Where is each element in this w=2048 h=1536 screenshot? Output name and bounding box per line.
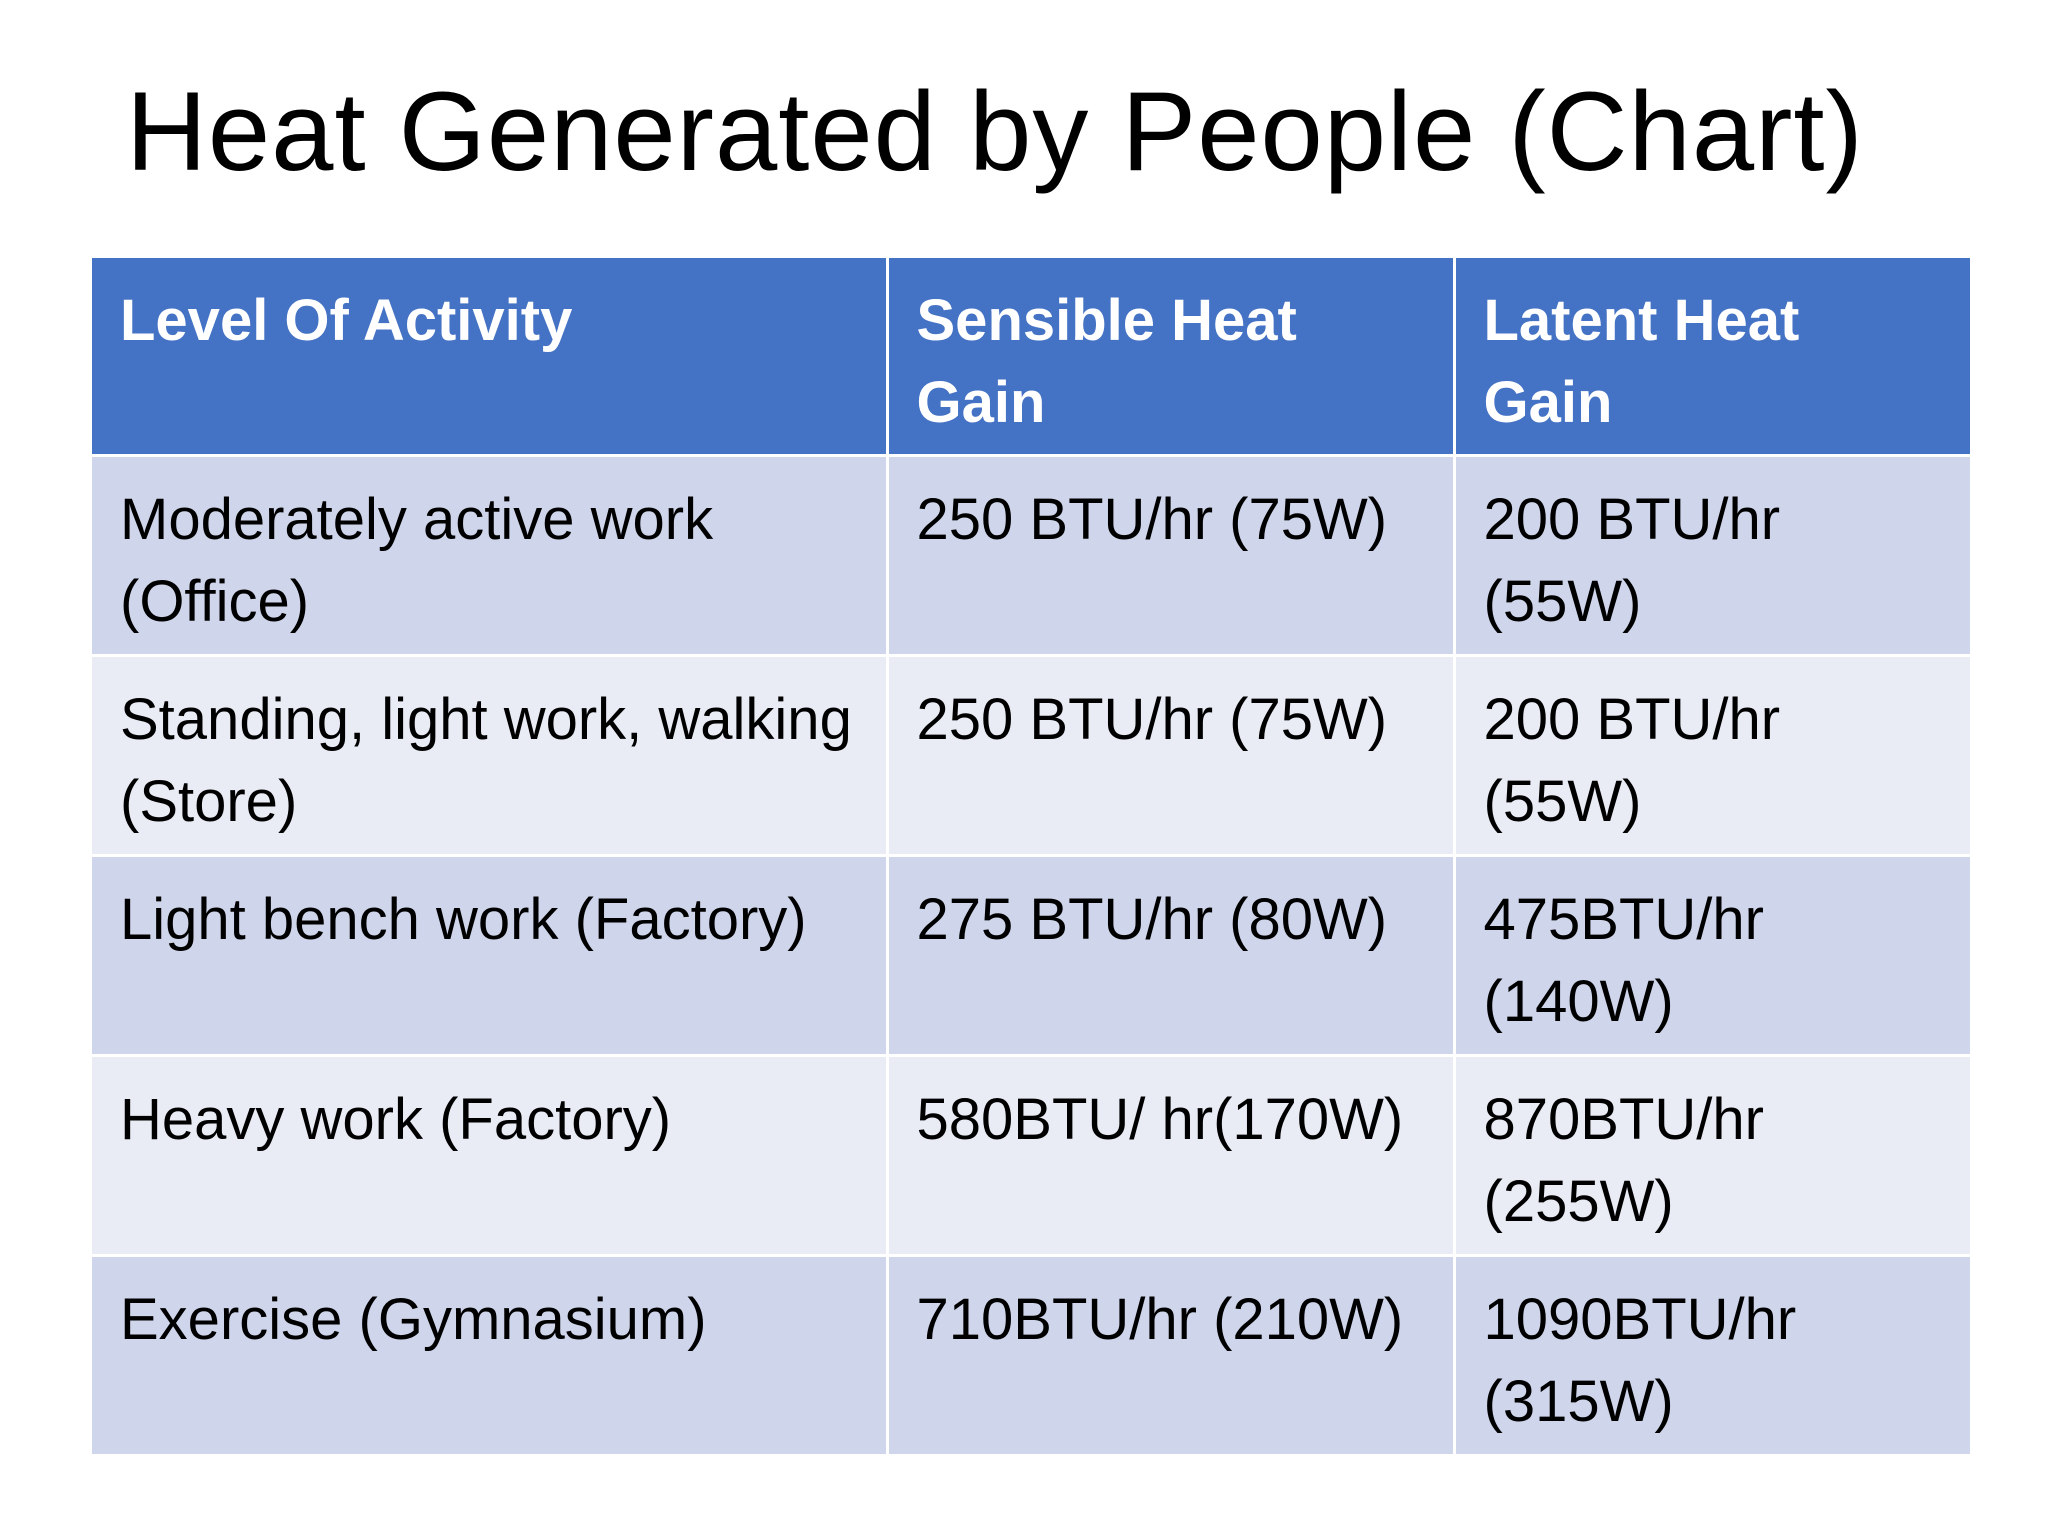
sensible-heat-cell: 250 BTU/hr (75W) [887,655,1456,857]
table-row: Heavy work (Factory) 580BTU/ hr(170W) 87… [92,1055,1970,1257]
slide-title: Heat Generated by People (Chart) [126,69,1864,194]
sensible-heat-cell: 250 BTU/hr (75W) [887,455,1456,657]
activity-cell: Heavy work (Factory) [92,1055,889,1257]
activity-cell: Standing, light work, walking (Store) [92,655,889,857]
table-row: Standing, light work, walking (Store) 25… [92,655,1970,857]
activity-cell: Light bench work (Factory) [92,855,889,1057]
heat-gain-table: Level Of Activity Sensible Heat Gain Lat… [92,258,1970,1457]
latent-heat-cell: 200 BTU/hr (55W) [1454,455,1970,657]
table-header-row: Level Of Activity Sensible Heat Gain Lat… [92,258,1970,457]
activity-cell: Moderately active work (Office) [92,455,889,657]
latent-heat-cell: 870BTU/hr (255W) [1454,1055,1970,1257]
table-row: Light bench work (Factory) 275 BTU/hr (8… [92,855,1970,1057]
activity-cell: Exercise (Gymnasium) [92,1255,889,1457]
table-row: Moderately active work (Office) 250 BTU/… [92,455,1970,657]
sensible-heat-cell: 710BTU/hr (210W) [887,1255,1456,1457]
latent-heat-cell: 1090BTU/hr (315W) [1454,1255,1970,1457]
table-row: Exercise (Gymnasium) 710BTU/hr (210W) 10… [92,1255,1970,1457]
sensible-heat-cell: 275 BTU/hr (80W) [887,855,1456,1057]
header-sensible-heat-gain: Sensible Heat Gain [887,258,1456,457]
latent-heat-cell: 475BTU/hr (140W) [1454,855,1970,1057]
header-latent-heat-gain: Latent Heat Gain [1454,258,1970,457]
header-level-of-activity: Level Of Activity [92,258,889,457]
sensible-heat-cell: 580BTU/ hr(170W) [887,1055,1456,1257]
latent-heat-cell: 200 BTU/hr (55W) [1454,655,1970,857]
